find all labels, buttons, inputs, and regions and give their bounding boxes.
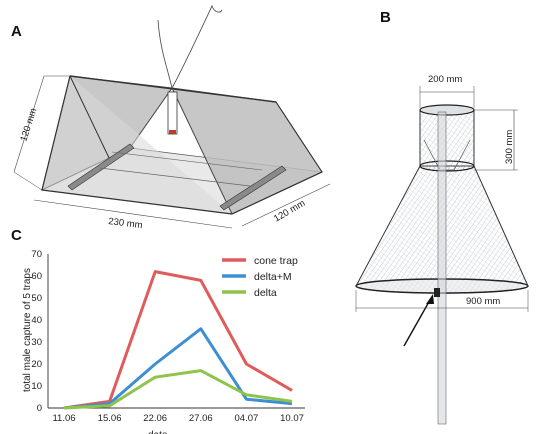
series-line-cone-trap [63, 270, 293, 410]
delta-trap-diagram: A 120 mm 230 mm [11, 4, 331, 231]
y-tick-label: 60 [31, 271, 42, 282]
lure-marker [169, 130, 176, 134]
rail-right [219, 165, 287, 211]
dim-length: 230 mm [108, 216, 143, 231]
hanging-wire-left [157, 19, 173, 89]
support-pole [437, 111, 447, 425]
dispenser-slot [167, 91, 178, 135]
lure-holder [434, 288, 440, 297]
x-tick-label: 04.07 [235, 413, 259, 424]
y-tick-label: 40 [31, 315, 42, 326]
rail-left [67, 143, 135, 191]
x-tick-label: 11.06 [52, 413, 75, 424]
dim-base-width: 900 mm [466, 296, 500, 307]
y-tick-label: 70 [31, 249, 42, 260]
legend-label-delta-m: delta+M [254, 271, 292, 283]
top-cylinder-rim [419, 104, 475, 116]
panel-letter-c: C [11, 227, 22, 244]
hanging-wire-right [171, 4, 223, 89]
dim-height: 120 mm [18, 107, 39, 143]
x-axis-label: date [148, 430, 168, 434]
y-tick-label: 0 [37, 403, 42, 414]
y-tick-label: 20 [31, 359, 42, 370]
arrow-line [403, 299, 431, 347]
dim-top-width: 200 mm [428, 74, 462, 85]
capture-chart: C 0 10 20 30 40 50 60 70 11.06 15.06 22.… [11, 227, 305, 434]
panel-letter-b: B [380, 9, 391, 26]
x-tick-label: 15.06 [98, 413, 122, 424]
x-tick-label: 10.07 [280, 413, 304, 424]
series-line-delta-m [63, 327, 293, 410]
series-line-delta [63, 369, 293, 410]
y-axis-label: total male capture of 5 traps [22, 268, 33, 392]
y-tick-labels: 0 10 20 30 40 50 60 70 [31, 249, 42, 414]
dim-top-height: 300 mm [504, 130, 515, 164]
x-tick-labels: 11.06 15.06 22.06 27.06 04.07 10.07 [52, 413, 303, 424]
ridge [69, 75, 277, 103]
y-tick-label: 50 [31, 293, 42, 304]
series-lines [63, 270, 293, 410]
chart-legend: cone trap delta+M delta [222, 255, 298, 299]
x-tick-label: 27.06 [189, 413, 213, 424]
front-panel [42, 76, 232, 214]
y-tick-label: 10 [31, 381, 42, 392]
cone-trap-diagram: B 200 mm 300 mm 900 mm [355, 9, 529, 425]
panel-letter-a: A [11, 23, 22, 40]
legend-label-cone-trap: cone trap [254, 255, 298, 267]
dim-depth: 120 mm [272, 198, 307, 225]
legend-label-delta: delta [254, 287, 277, 299]
x-tick-label: 22.06 [143, 413, 167, 424]
y-tick-label: 30 [31, 337, 42, 348]
arrow-head [426, 294, 434, 304]
